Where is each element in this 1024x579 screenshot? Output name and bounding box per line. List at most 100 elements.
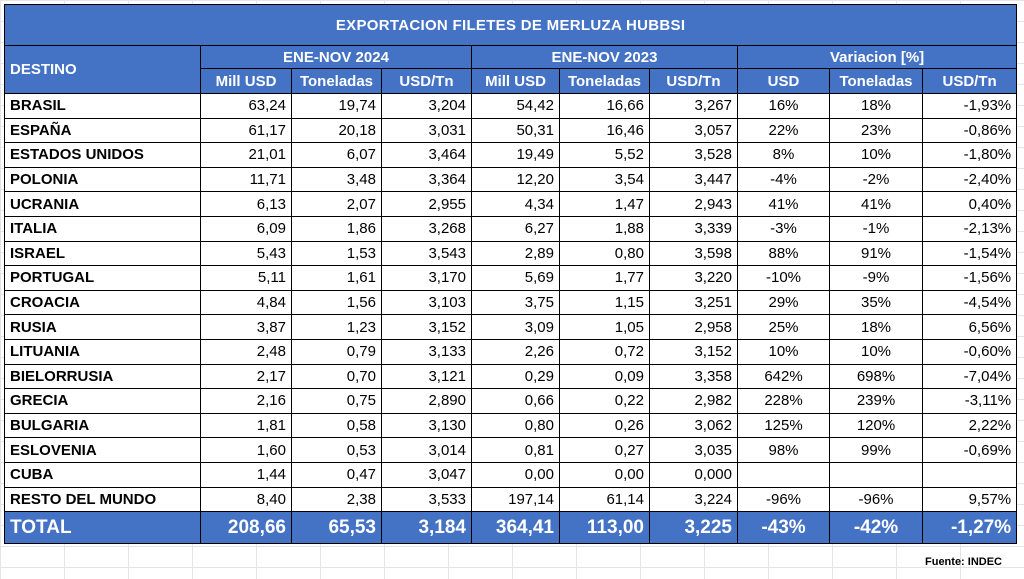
value-cell: 3,103 — [381, 289, 472, 316]
header-sub: USD/Tn — [381, 68, 472, 94]
value-cell: 698% — [829, 363, 923, 390]
value-cell: 16,46 — [559, 117, 650, 144]
value-cell: 1,15 — [559, 289, 650, 316]
value-cell: 6,09 — [200, 215, 292, 242]
value-cell: 1,61 — [291, 265, 382, 291]
value-cell: 3,358 — [649, 363, 738, 390]
value-cell: 0,40% — [921, 191, 1018, 217]
value-cell: 3,48 — [291, 166, 382, 193]
value-cell: 63,24 — [200, 93, 292, 119]
total-cell: -1,27% — [921, 511, 1018, 545]
value-cell: -2,13% — [921, 215, 1018, 242]
value-cell: 11,71 — [200, 166, 292, 193]
value-cell: 239% — [829, 388, 923, 414]
value-cell: 1,56 — [291, 289, 382, 316]
value-cell: 5,69 — [471, 265, 560, 291]
header-sub: Toneladas — [829, 68, 923, 94]
header-sub: Toneladas — [291, 68, 382, 94]
value-cell: 5,11 — [200, 265, 292, 291]
value-cell: 0,75 — [291, 388, 382, 414]
value-cell: 91% — [829, 240, 923, 267]
value-cell: 22% — [737, 117, 830, 144]
value-cell: 54,42 — [471, 93, 560, 119]
table-row: CUBA 1,44 0,47 3,047 0,00 0,00 0,000 — [4, 461, 1018, 488]
value-cell: 0,79 — [291, 338, 382, 365]
value-cell: 3,268 — [381, 215, 472, 242]
value-cell: 0,53 — [291, 437, 382, 463]
total-cell: 208,66 — [200, 511, 292, 545]
value-cell: 99% — [829, 437, 923, 463]
value-cell: 3,220 — [649, 265, 738, 291]
destino-cell: GRECIA — [4, 388, 201, 414]
table-row: ISRAEL 5,43 1,53 3,543 2,89 0,80 3,598 88% 91% -1… — [4, 240, 1018, 267]
value-cell: 3,224 — [649, 486, 738, 513]
value-cell: 0,00 — [471, 461, 560, 488]
table-row: RUSIA 3,87 1,23 3,152 3,09 1,05 2,958 25% 18% 6,5… — [4, 314, 1018, 340]
value-cell: -1% — [829, 215, 923, 242]
header-sub: Mill USD — [471, 68, 560, 94]
value-cell: 2,22% — [921, 412, 1018, 439]
value-cell: 3,014 — [381, 437, 472, 463]
value-cell: 12,20 — [471, 166, 560, 193]
destino-cell: LITUANIA — [4, 338, 201, 365]
value-cell: 3,251 — [649, 289, 738, 316]
total-label: TOTAL — [4, 511, 201, 545]
total-cell: 65,53 — [291, 511, 382, 545]
value-cell: 2,17 — [200, 363, 292, 390]
destino-cell: CUBA — [4, 461, 201, 488]
header-group-2024: ENE-NOV 2024 — [200, 45, 472, 69]
total-cell: -42% — [829, 511, 923, 545]
value-cell: -2% — [829, 166, 923, 193]
destino-cell: RESTO DEL MUNDO — [4, 486, 201, 513]
header-sub: Mill USD — [200, 68, 292, 94]
value-cell: 0,26 — [559, 412, 650, 439]
value-cell: 16% — [737, 93, 830, 119]
value-cell: -96% — [829, 486, 923, 513]
value-cell: -3,11% — [921, 388, 1018, 414]
table-row: UCRANIA 6,13 2,07 2,955 4,34 1,47 2,943 41% 41% 0… — [4, 191, 1018, 217]
destino-cell: RUSIA — [4, 314, 201, 340]
header-sub: Toneladas — [559, 68, 650, 94]
value-cell: 88% — [737, 240, 830, 267]
destino-cell: POLONIA — [4, 166, 201, 193]
value-cell: 2,943 — [649, 191, 738, 217]
table-row: GRECIA 2,16 0,75 2,890 0,66 0,22 2,982 228% 239%… — [4, 388, 1018, 414]
value-cell: 2,89 — [471, 240, 560, 267]
value-cell: 4,34 — [471, 191, 560, 217]
value-cell: 2,48 — [200, 338, 292, 365]
value-cell: 2,07 — [291, 191, 382, 217]
header-group-variacion: Variacion [%] — [736, 45, 1018, 69]
value-cell: 3,09 — [471, 314, 560, 340]
destino-cell: UCRANIA — [4, 191, 201, 217]
value-cell: 20,18 — [291, 117, 382, 144]
value-cell: 3,047 — [381, 461, 472, 488]
value-cell: 6,27 — [471, 215, 560, 242]
destino-cell: ISRAEL — [4, 240, 201, 267]
value-cell: 3,464 — [381, 142, 472, 168]
value-cell: 3,121 — [381, 363, 472, 390]
table-row: ESPAÑA 61,17 20,18 3,031 50,31 16,46 3,057 22% 2… — [4, 117, 1018, 144]
value-cell: 3,062 — [649, 412, 738, 439]
value-cell: 2,16 — [200, 388, 292, 414]
value-cell: 0,47 — [291, 461, 382, 488]
value-cell: 197,14 — [471, 486, 560, 513]
value-cell: 41% — [829, 191, 923, 217]
value-cell: 3,533 — [381, 486, 472, 513]
value-cell: -4% — [737, 166, 830, 193]
value-cell: 125% — [737, 412, 830, 439]
value-cell: 8,40 — [200, 486, 292, 513]
value-cell: 0,72 — [559, 338, 650, 365]
destino-cell: ITALIA — [4, 215, 201, 242]
table-row: LITUANIA 2,48 0,79 3,133 2,26 0,72 3,152 10% 10%… — [4, 338, 1018, 365]
value-cell: 3,598 — [649, 240, 738, 267]
value-cell: 6,07 — [291, 142, 382, 168]
value-cell — [829, 461, 923, 488]
value-cell: 3,035 — [649, 437, 738, 463]
value-cell: 1,81 — [200, 412, 292, 439]
value-cell: 1,60 — [200, 437, 292, 463]
destino-cell: BULGARIA — [4, 412, 201, 439]
value-cell: 0,58 — [291, 412, 382, 439]
value-cell: 1,86 — [291, 215, 382, 242]
value-cell: 3,364 — [381, 166, 472, 193]
value-cell: 61,17 — [200, 117, 292, 144]
